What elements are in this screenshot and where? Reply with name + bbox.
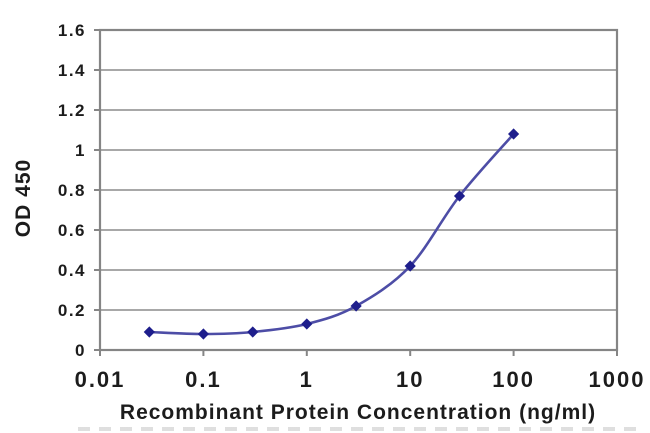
y-tick-label: 0.2 [58,301,86,320]
data-point-marker [508,128,520,140]
x-tick-label: 100 [492,367,535,392]
data-point-marker [247,326,259,338]
x-tick-label: 1 [300,367,314,392]
data-point-marker [404,260,416,272]
x-tick-label: 0.1 [185,367,222,392]
data-point-marker [453,190,466,202]
y-tick-label: 0 [75,341,86,360]
x-axis-title: Recombinant Protein Concentration (ng/ml… [119,401,597,424]
data-point-marker [301,318,313,330]
x-tick-label: 10 [396,367,424,392]
x-tick-label: 1000 [589,367,646,392]
y-axis-title: OD 450 [12,158,35,238]
series-line [148,132,515,336]
x-tick-label: 0.01 [75,367,126,392]
y-tick-label: 1.6 [58,21,86,40]
y-tick-label: 0.8 [58,181,86,200]
watermark-strip [78,427,640,431]
y-tick-label: 1.2 [58,101,86,120]
y-tick-label: 0.6 [58,221,86,240]
data-point-marker [143,326,155,338]
y-tick-label: 1.4 [58,61,86,80]
data-point-marker [197,328,209,340]
data-point-marker [350,300,362,312]
y-tick-label: 0.4 [58,261,86,280]
y-tick-label: 1 [75,141,86,160]
